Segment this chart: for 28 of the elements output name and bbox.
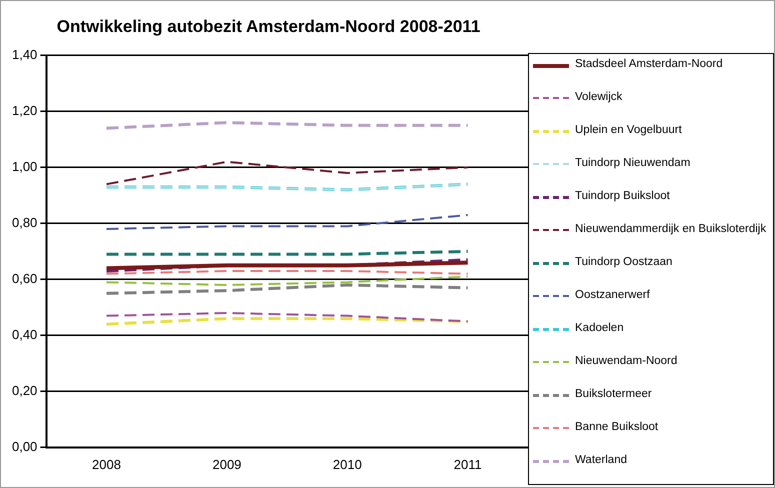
legend-label: Tuindorp Nieuwendam <box>575 157 690 170</box>
x-tick-label: 2008 <box>92 456 121 472</box>
y-tick-label: 0,00 <box>12 438 38 454</box>
legend-label: Nieuwendammerdijk en Buiksloterdijk <box>575 223 766 236</box>
legend-label: Volewijck <box>575 91 622 104</box>
y-tick-label: 0,80 <box>12 214 38 230</box>
legend-label: Stadsdeel Amsterdam-Noord <box>575 58 723 71</box>
x-tick-label: 2009 <box>212 456 242 472</box>
y-tick-label: 0,40 <box>12 326 38 342</box>
legend-label: Banne Buiksloot <box>575 421 658 434</box>
legend-label: Buikslotermeer <box>575 388 652 401</box>
legend-label: Uplein en Vogelbuurt <box>575 124 682 137</box>
y-tick-label: 1,40 <box>12 46 38 62</box>
x-tick-label: 2011 <box>454 456 482 472</box>
legend-label: Oostzanerwerf <box>575 289 650 302</box>
legend-label: Tuindorp Buiksloot <box>575 190 670 203</box>
y-tick-label: 0,60 <box>12 270 38 286</box>
legend-label: Tuindorp Oostzaan <box>575 256 672 269</box>
legend-label: Waterland <box>575 454 627 467</box>
line-series <box>106 160 469 186</box>
y-tick-label: 1,00 <box>12 158 38 174</box>
chart-title: Ontwikkeling autobezit Amsterdam-Noord 2008-2011 <box>56 16 480 36</box>
legend-label: Nieuwendam-Noord <box>575 355 678 368</box>
y-tick-label: 1,20 <box>12 102 38 118</box>
legend-label: Kadoelen <box>575 322 624 335</box>
x-tick-label: 2010 <box>332 456 362 472</box>
y-tick-label: 0,20 <box>12 382 38 398</box>
line-series <box>105 284 470 295</box>
